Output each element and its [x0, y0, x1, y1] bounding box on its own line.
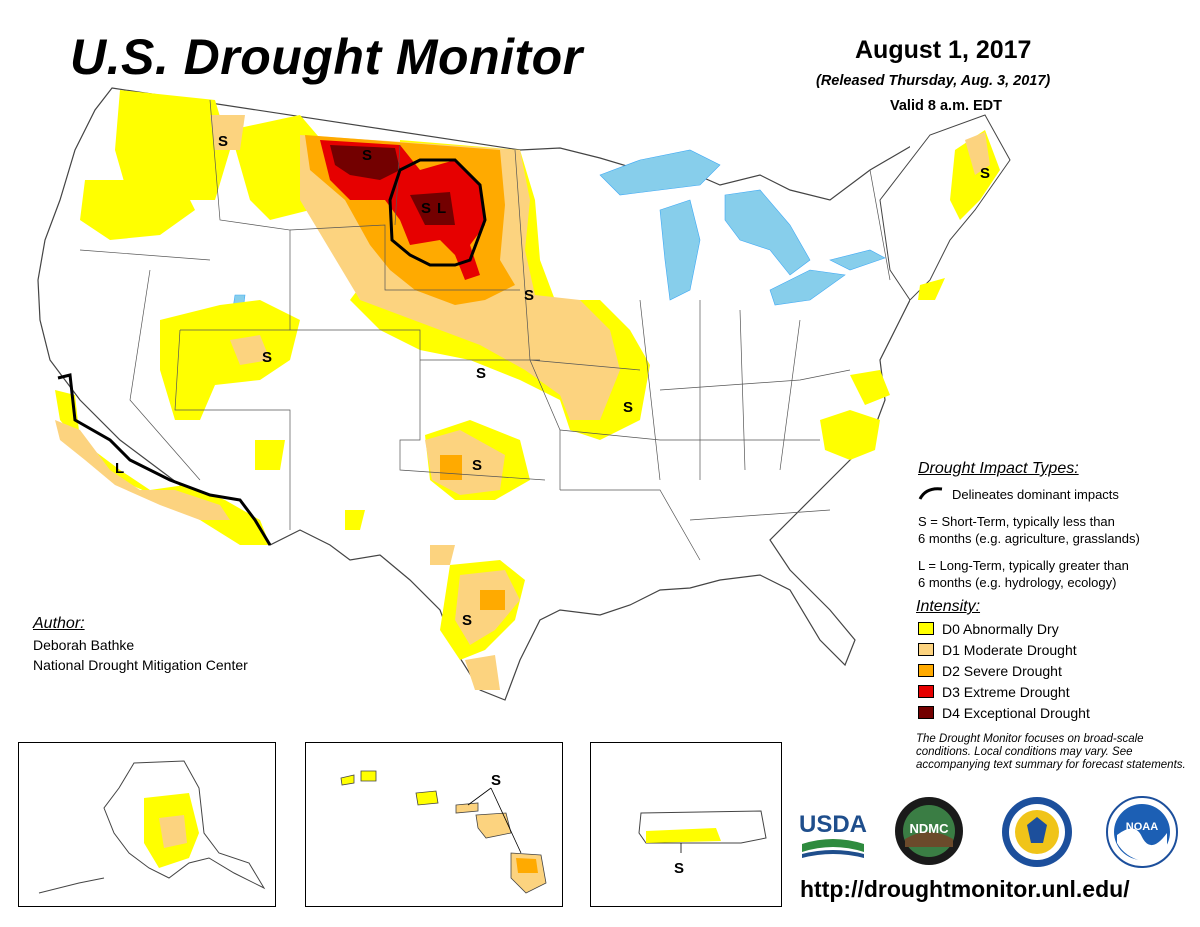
short-term-line1: S = Short-Term, typically less than: [918, 514, 1115, 529]
legend-item-d4: D4 Exceptional Drought: [918, 702, 1090, 723]
ndmc-logo: NDMC: [893, 795, 965, 867]
intensity-legend-heading: Intensity:: [916, 598, 981, 615]
d2-swatch: [918, 664, 934, 677]
intensity-legend: D0 Abnormally Dry D1 Moderate Drought D2…: [918, 618, 1090, 723]
northeast-map: S: [879, 114, 1011, 301]
long-term-line2: 6 months (e.g. hydrology, ecology): [918, 575, 1117, 590]
author-name: Deborah Bathke: [33, 637, 135, 653]
label-s-montana: S: [362, 147, 372, 164]
valid-time: Valid 8 a.m. EDT: [890, 98, 1003, 114]
impact-legend-heading: Drought Impact Types:: [918, 460, 1079, 477]
d4-areas: [330, 145, 455, 225]
delineates-label: Delineates dominant impacts: [952, 487, 1119, 502]
legend-item-d3: D3 Extreme Drought: [918, 681, 1090, 702]
d4-swatch: [918, 706, 934, 719]
hawaii-inset: S: [305, 742, 563, 907]
label-s-oklahoma: S: [472, 457, 482, 474]
label-s-idaho: S: [218, 133, 228, 150]
legend-item-d1: D1 Moderate Drought: [918, 639, 1090, 660]
delineation-line-icon: [918, 487, 943, 500]
legend-item-d2: D2 Severe Drought: [918, 660, 1090, 681]
legend-label-d1: D1 Moderate Drought: [942, 641, 1077, 658]
puerto-rico-map: S: [638, 810, 767, 877]
legend-label-d4: D4 Exceptional Drought: [942, 704, 1090, 721]
impact-labels: S S S L S S S S S L S S: [115, 133, 633, 629]
d1-swatch: [918, 643, 934, 656]
release-date: (Released Thursday, Aug. 3, 2017): [816, 73, 1051, 89]
hawaii-map: S: [340, 770, 547, 894]
d3-swatch: [918, 685, 934, 698]
author-heading: Author:: [33, 615, 85, 632]
legend-label-d2: D2 Severe Drought: [942, 662, 1062, 679]
impact-boundaries: [57, 158, 487, 546]
label-s-puerto-rico: S: [674, 860, 684, 877]
label-s-texas: S: [462, 612, 472, 629]
disclaimer-note: The Drought Monitor focuses on broad-sca…: [916, 733, 1186, 771]
short-term-line2: 6 months (e.g. agriculture, grasslands): [918, 531, 1140, 546]
svg-text:NOAA: NOAA: [1126, 821, 1158, 833]
label-s-missouri: S: [623, 399, 633, 416]
label-s-hawaii: S: [491, 772, 501, 789]
legend-item-d0: D0 Abnormally Dry: [918, 618, 1090, 639]
label-s-utah: S: [262, 349, 272, 366]
noaa-logo: NOAA: [1105, 795, 1179, 869]
alaska-inset: [18, 742, 276, 907]
conus-drought-map: S S S L S S S S S L S S: [37, 87, 910, 701]
legend-label-d0: D0 Abnormally Dry: [942, 620, 1059, 637]
author-org: National Drought Mitigation Center: [33, 657, 248, 673]
label-l-dakota: L: [437, 200, 446, 217]
label-s-dakota: S: [421, 200, 431, 217]
svg-text:NDMC: NDMC: [910, 821, 950, 836]
label-s-maine-ne: S: [980, 165, 990, 182]
label-s-kansas: S: [476, 365, 486, 382]
label-l-california: L: [115, 460, 124, 477]
puerto-rico-inset: S: [590, 742, 782, 907]
state-borders: [79, 99, 910, 561]
legend-label-d3: D3 Extreme Drought: [942, 683, 1070, 700]
map-title: U.S. Drought Monitor: [70, 29, 583, 85]
map-date: August 1, 2017: [855, 36, 1032, 64]
svg-text:USDA: USDA: [799, 811, 867, 838]
usda-logo: USDA: [798, 800, 868, 862]
d0-swatch: [918, 622, 934, 635]
label-s-iowa: S: [524, 287, 534, 304]
long-term-line1: L = Long-Term, typically greater than: [918, 558, 1129, 573]
website-url[interactable]: http://droughtmonitor.unl.edu/: [800, 876, 1130, 902]
alaska-map: [38, 760, 266, 894]
great-lakes: [231, 149, 886, 319]
commerce-seal-logo: [1000, 795, 1074, 869]
